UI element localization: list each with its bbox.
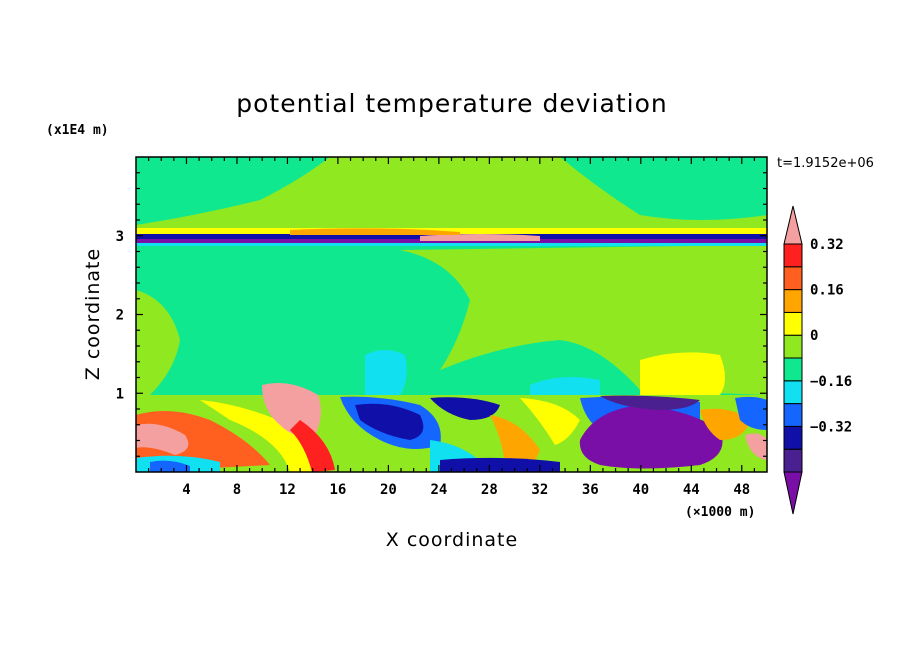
colorbar-box [783, 289, 803, 313]
field-upper-patch-2 [560, 157, 767, 220]
x-tick-label: 16 [329, 482, 346, 498]
colorbar-box [783, 266, 803, 291]
x-tick-label: 48 [733, 482, 750, 498]
colorbar-label: 0.32 [810, 237, 844, 253]
y-ticks: 1 2 3 [116, 172, 767, 457]
bl-red-mid [290, 420, 335, 472]
colorbar: 0.32 0.16 0 −0.16 −0.32 [783, 205, 852, 515]
time-label: t=1.9152e+06 [777, 156, 874, 171]
x-tick-label: 32 [531, 482, 548, 498]
inversion-pink [420, 234, 540, 241]
bl-purple-blob [579, 405, 723, 469]
x-tick-label: 40 [632, 482, 649, 498]
field-mid-cyan [365, 350, 407, 395]
x-axis-label: X coordinate [386, 529, 518, 551]
colorbar-box [783, 448, 803, 473]
inversion-cyan [136, 243, 767, 246]
field-mid-patch-2 [136, 290, 180, 395]
x-tick-label: 8 [233, 482, 241, 498]
x-tick-label: 28 [481, 482, 498, 498]
colorbar-label: 0 [810, 328, 818, 344]
bl-orange-right [700, 408, 750, 440]
chart-title: potential temperature deviation [236, 89, 667, 118]
heatmap-field [136, 157, 767, 472]
x-tick-label: 44 [683, 482, 700, 498]
colorbar-box [783, 403, 803, 427]
x-tick-label: 4 [182, 482, 190, 498]
colorbar-box [783, 357, 803, 382]
x-tick-label: 20 [380, 482, 397, 498]
x-tick-label: 12 [279, 482, 296, 498]
colorbar-bottom-triangle [783, 471, 803, 515]
inversion-orange [290, 228, 460, 235]
bl-yellow-1 [200, 400, 323, 472]
bl-blue-right [735, 396, 767, 430]
colorbar-label: −0.32 [810, 419, 852, 435]
bl-pink-mid [262, 382, 321, 437]
colorbar-label: 0.16 [810, 283, 844, 299]
bl-yellow-2 [520, 398, 580, 445]
colorbar-box [783, 311, 803, 336]
bl-blue-2 [430, 397, 500, 420]
y-tick-label: 1 [116, 386, 124, 402]
colorbar-box [783, 243, 803, 268]
field-mid-yellow [640, 352, 725, 395]
bl-navy-2 [600, 395, 700, 410]
y-tick-label: 3 [116, 229, 124, 245]
colorbar-box [783, 334, 803, 359]
y-axis-label: Z coordinate [82, 248, 104, 380]
colorbar-top-triangle [783, 205, 803, 245]
bl-orange-1 [490, 415, 540, 472]
field-mid-cyan-2 [530, 376, 600, 395]
colorbar-box [783, 425, 803, 450]
x-tick-label: 24 [430, 482, 447, 498]
bl-navy-1 [355, 403, 424, 440]
bl-blue-bottom-2 [150, 460, 190, 472]
bl-blue-bottom [440, 457, 560, 472]
x-unit-label: (×1000 m) [685, 505, 755, 520]
colorbar-label: −0.16 [810, 374, 852, 390]
colorbar-box [783, 380, 803, 405]
bl-pink-right [745, 433, 767, 460]
x-ticks: 4 8 12 16 20 24 28 32 36 40 44 48 [148, 157, 755, 498]
bl-pink-left [136, 423, 189, 455]
y-tick-label: 2 [116, 308, 124, 324]
y-unit-label: (x1E4 m) [46, 123, 109, 138]
x-tick-label: 36 [582, 482, 599, 498]
field-upper-patch [136, 157, 330, 225]
